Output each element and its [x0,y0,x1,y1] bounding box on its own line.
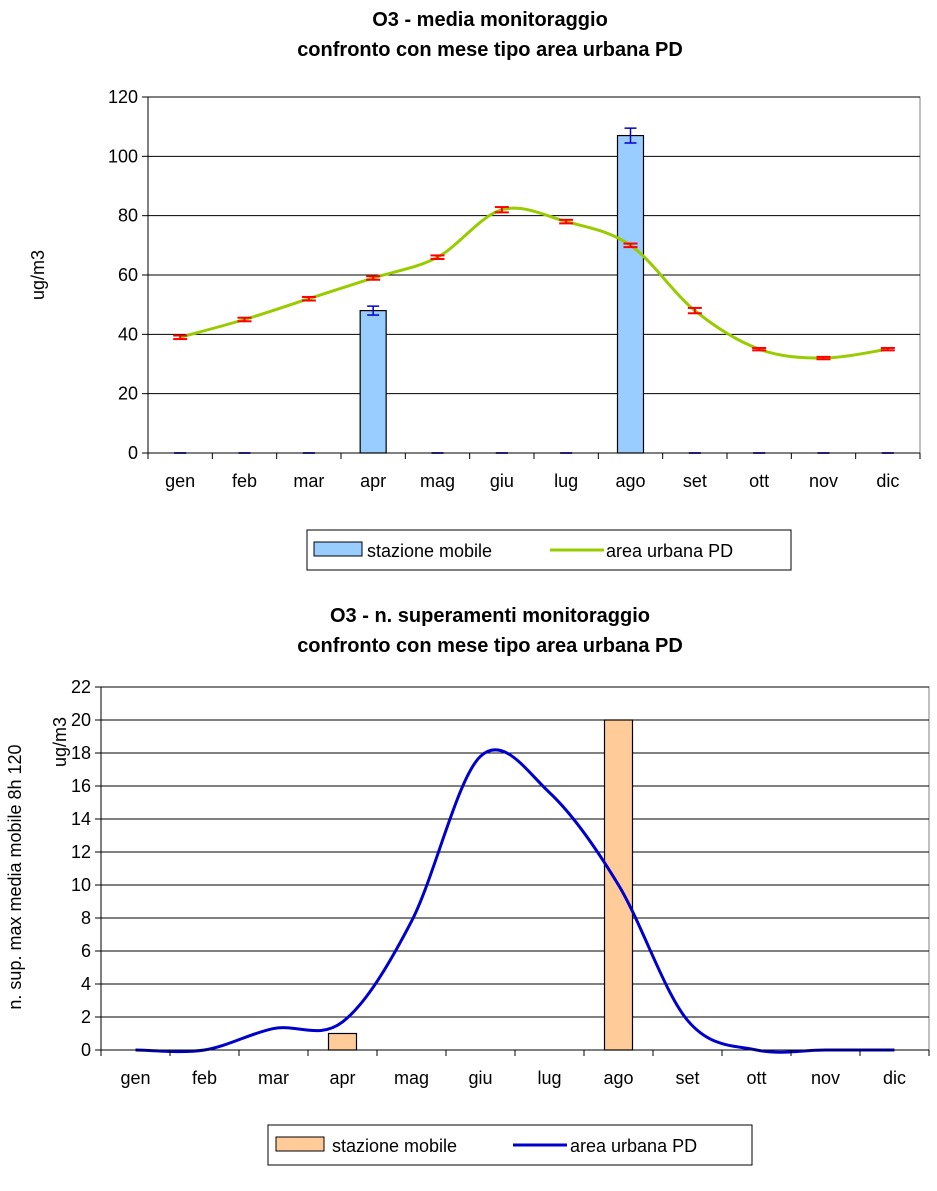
legend-box [306,529,792,571]
y-tick-label: 22 [71,677,91,697]
legend-swatch-bar [313,541,363,557]
bar-apr [359,310,387,454]
y-tick-label: 10 [71,875,91,895]
y-tick-labels: 0 2 4 6 8 10 12 14 16 18 20 22 [71,677,91,1060]
y-tick-label: 4 [81,974,91,994]
legend-box [267,1124,753,1166]
x-tick-label: lug [554,471,578,491]
y-tick-label: 60 [118,265,138,285]
y-tick-label: 8 [81,908,91,928]
y-tick-label: 2 [81,1007,91,1027]
x-tick-label: nov [811,1068,840,1088]
x-tick-label: giu [468,1068,492,1088]
y-tick-label: 0 [81,1040,91,1060]
x-tick-label: ago [603,1068,633,1088]
legend: stazione mobile area urbana PD [306,529,792,571]
grid-lines [148,96,920,395]
y-axis-label: ug/m3 [28,250,48,300]
legend-swatch-bar [275,1136,325,1152]
y-tick-label: 80 [118,206,138,226]
x-tick-label: nov [809,471,838,491]
chart-media-monitoraggio: O3 - media monitoraggio confronto con me… [28,9,921,571]
x-tick-label: gen [165,471,195,491]
legend-label-area-urbana: area urbana PD [606,541,733,561]
axes [142,96,921,459]
x-tick-label: giu [490,471,514,491]
x-tick-labels: gen feb mar apr mag giu lug ago set ott nov dic [165,471,899,491]
x-tick-label: gen [120,1068,150,1088]
chart-title-line-2: confronto con mese tipo area urbana PD [297,635,683,657]
grid-lines [101,686,929,1018]
chart-title-line-2: confronto con mese tipo area urbana PD [297,39,683,61]
x-tick-label: ott [749,471,769,491]
x-tick-label: set [675,1068,699,1088]
y-tick-label: 18 [71,743,91,763]
y-tick-label: 14 [71,809,91,829]
y-axis-label-line-1: n. sup. max media mobile 8h 120 [5,744,25,1009]
chart-superamenti-monitoraggio: O3 - n. superamenti monitoraggio confron… [5,605,930,1166]
x-tick-label: mag [394,1068,429,1088]
legend-label-area-urbana: area urbana PD [570,1136,697,1156]
legend: stazione mobile area urbana PD [267,1124,753,1166]
x-tick-label: mag [420,471,455,491]
y-axis-label-line-2: ug/m3 [50,717,70,767]
x-tick-label: mar [293,471,324,491]
legend-label-stazione-mobile: stazione mobile [332,1136,457,1156]
y-tick-labels: 0 20 40 60 80 100 120 [108,87,138,463]
y-tick-label: 100 [108,146,138,166]
x-tick-label: dic [876,471,899,491]
bar-apr [327,1032,358,1051]
bar-ago [616,134,645,454]
x-tick-label: set [683,471,707,491]
x-tick-label: apr [329,1068,355,1088]
plot-area [100,686,930,1051]
y-tick-label: 20 [118,384,138,404]
y-tick-label: 0 [128,443,138,463]
y-tick-label: 40 [118,324,138,344]
line-series [173,206,895,361]
y-tick-label: 20 [71,710,91,730]
x-tick-label: feb [192,1068,217,1088]
x-tick-label: apr [360,471,386,491]
x-tick-label: mar [258,1068,289,1088]
legend-label-stazione-mobile: stazione mobile [367,541,492,561]
x-tick-label: feb [232,471,257,491]
x-tick-label: dic [883,1068,906,1088]
x-tick-label: ott [746,1068,766,1088]
x-tick-label: ago [615,471,645,491]
x-tick-labels: gen feb mar apr mag giu lug ago set ott nov dic [120,1068,906,1088]
y-tick-label: 16 [71,776,91,796]
y-tick-label: 6 [81,941,91,961]
y-tick-label: 120 [108,87,138,107]
axes [95,686,930,1056]
chart-title-line-1: O3 - n. superamenti monitoraggio [330,605,650,627]
x-tick-label: lug [537,1068,561,1088]
y-tick-label: 12 [71,842,91,862]
chart-title-line-1: O3 - media monitoraggio [372,9,608,31]
